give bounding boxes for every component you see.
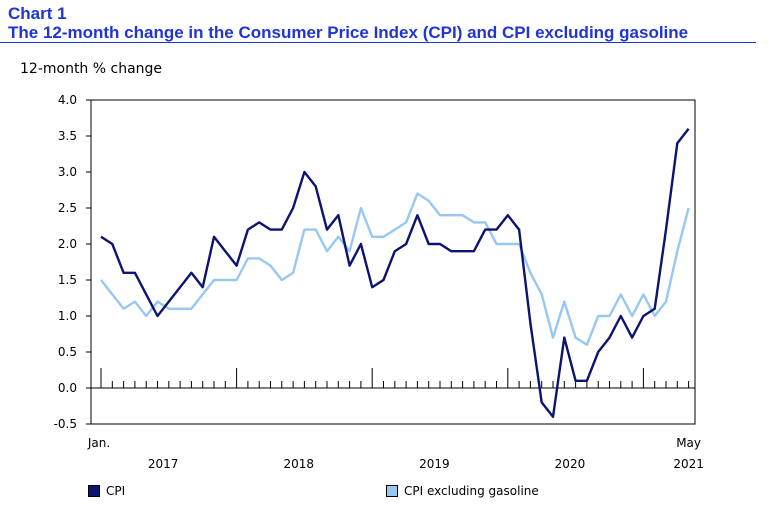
y-axis-label: 12-month % change <box>20 61 163 77</box>
y-tick-label: 4.0 <box>58 93 77 107</box>
y-tick-label: 0.5 <box>58 345 77 359</box>
plot-frame <box>90 99 696 425</box>
year-label: 2020 <box>555 457 586 471</box>
chart-title: The 12-month change in the Consumer Pric… <box>8 23 689 42</box>
year-label: 2017 <box>148 457 179 471</box>
y-tick-label: -0.5 <box>54 417 77 431</box>
legend-label-cpi: CPI <box>106 484 126 498</box>
year-label: 2021 <box>673 457 704 471</box>
chart-header: Chart 1 The 12-month change in the Consu… <box>8 4 756 42</box>
series-line-cpi-ex-gas <box>100 192 690 346</box>
y-tick-label: 1.0 <box>58 309 77 323</box>
legend-item-cpi: CPI <box>88 484 125 498</box>
x-end-label: May <box>676 436 701 450</box>
year-label: 2018 <box>283 457 314 471</box>
y-tick-label: 2.0 <box>58 237 77 251</box>
legend-item-cpi-ex-gas: CPI excluding gasoline <box>386 484 539 498</box>
legend-swatch-cpi-ex-gas <box>386 485 398 497</box>
legend-label-cpi-ex-gas: CPI excluding gasoline <box>404 484 539 498</box>
chart-number: Chart 1 <box>8 4 67 23</box>
series-line-cpi <box>100 128 690 418</box>
y-tick-label: 3.5 <box>58 129 77 143</box>
x-start-label: Jan. <box>87 436 110 450</box>
y-tick-label: 0.0 <box>58 381 77 395</box>
y-tick-label: 2.5 <box>58 201 77 215</box>
y-tick-label: 1.5 <box>58 273 77 287</box>
y-tick-label: 3.0 <box>58 165 77 179</box>
legend-swatch-cpi <box>88 485 100 497</box>
header-rule <box>0 42 756 43</box>
year-label: 2019 <box>419 457 450 471</box>
